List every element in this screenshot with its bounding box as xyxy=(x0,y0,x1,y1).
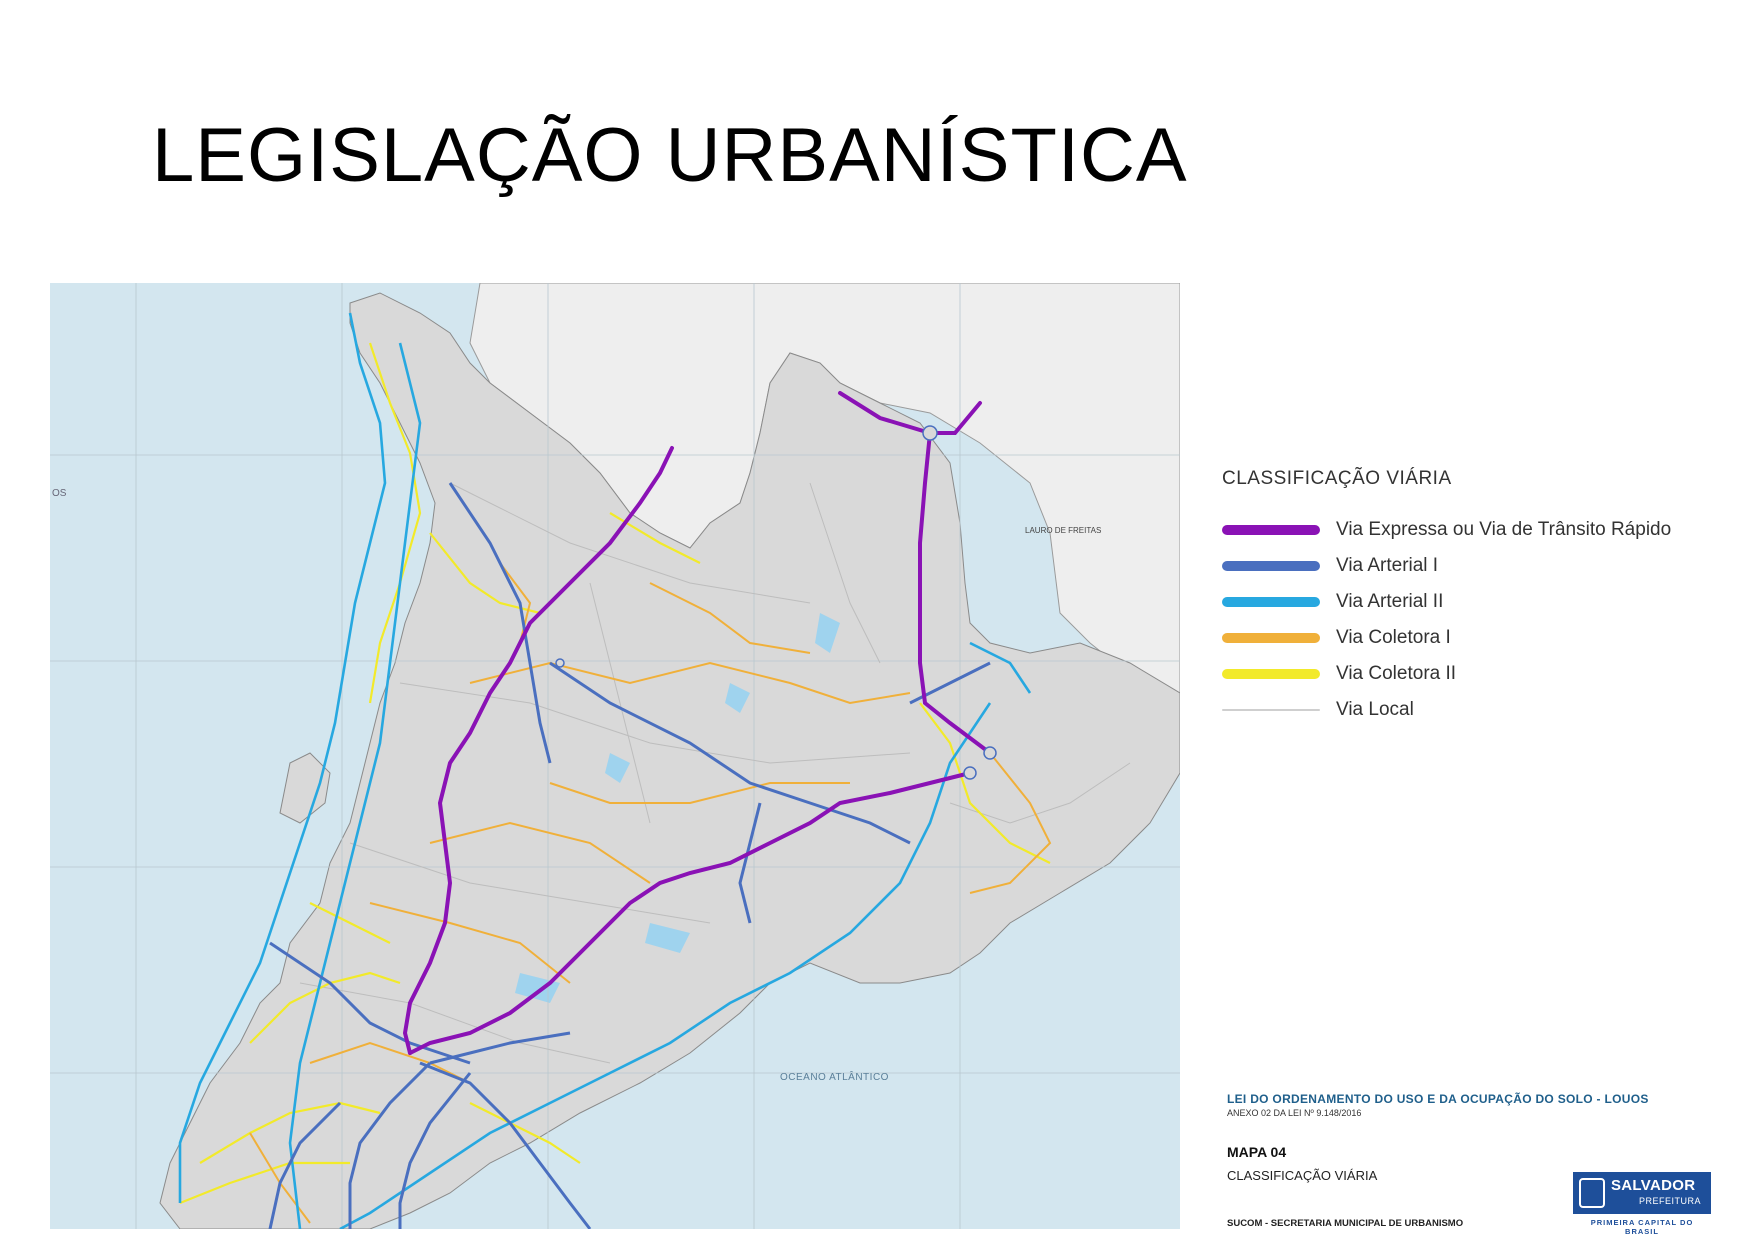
lake xyxy=(815,613,840,653)
coletora-i-roads xyxy=(249,562,1052,1224)
legend-label: Via Coletora II xyxy=(1336,663,1457,684)
legend-swatch-expressa xyxy=(1222,525,1320,535)
legend-label: Via Coletora I xyxy=(1336,627,1451,648)
law-title: LEI DO ORDENAMENTO DO USO E DA OCUPAÇÃO … xyxy=(1227,1092,1649,1106)
legend-item: Via Expressa ou Via de Trânsito Rápido xyxy=(1222,512,1722,548)
legend-swatch-arterial-ii xyxy=(1222,597,1320,607)
legend-item: Via Arterial I xyxy=(1222,548,1722,584)
logo-name: SALVADOR xyxy=(1611,1177,1696,1194)
legend-label: Via Arterial I xyxy=(1336,555,1439,576)
arterial-ii-roads xyxy=(178,312,1032,1229)
interchanges xyxy=(555,425,997,780)
legend-item: Via Coletora I xyxy=(1222,620,1722,656)
annex-reference: ANEXO 02 DA LEI Nº 9.148/2016 xyxy=(1227,1108,1362,1118)
legend-item: Via Arterial II xyxy=(1222,584,1722,620)
salvador-logo: SALVADOR PREFEITURA PRIMEIRA CAPITAL DO … xyxy=(1573,1172,1711,1236)
map-number: MAPA 04 xyxy=(1227,1144,1287,1160)
legend-label: Via Expressa ou Via de Trânsito Rápido xyxy=(1336,519,1672,540)
logo-box: SALVADOR PREFEITURA xyxy=(1573,1172,1711,1214)
map-info-block: LEI DO ORDENAMENTO DO USO E DA OCUPAÇÃO … xyxy=(1227,1092,1697,1183)
lake xyxy=(515,973,560,1003)
legend-item: Via Coletora II xyxy=(1222,656,1722,692)
lake xyxy=(645,923,690,953)
map-grid xyxy=(50,283,1180,1229)
peninsula xyxy=(279,752,331,824)
department-name: SUCOM - SECRETARIA MUNICIPAL DE URBANISM… xyxy=(1227,1218,1464,1229)
logo-tagline: PRIMEIRA CAPITAL DO BRASIL xyxy=(1590,1218,1694,1236)
legend-swatch-local xyxy=(1222,709,1320,711)
legend-label: Via Local xyxy=(1336,699,1414,720)
crest-icon xyxy=(1579,1178,1605,1208)
lake xyxy=(725,683,750,713)
logo-sub: PREFEITURA xyxy=(1639,1196,1702,1206)
map-label-edge-west: OS xyxy=(52,488,67,499)
road-classification-map: OS LAURO DE FREITAS OCEANO ATLÂNTICO xyxy=(50,283,1180,1229)
legend-label: Via Arterial II xyxy=(1336,591,1444,612)
page-title: LEGISLAÇÃO URBANÍSTICA xyxy=(152,113,1188,198)
expressa-roads xyxy=(402,391,992,1055)
legend-item: Via Local xyxy=(1222,692,1722,728)
lake xyxy=(605,753,630,783)
legend-title: CLASSIFICAÇÃO VIÁRIA xyxy=(1222,468,1452,489)
map-legend: CLASSIFICAÇÃO VIÁRIA Via Expressa ou Via… xyxy=(1222,468,1722,728)
map-subtitle: CLASSIFICAÇÃO VIÁRIA xyxy=(1227,1168,1378,1183)
legend-swatch-arterial-i xyxy=(1222,561,1320,571)
legend-swatch-coletora-ii xyxy=(1222,669,1320,679)
arterial-i-roads xyxy=(268,482,991,1229)
legend-swatch-coletora-i xyxy=(1222,633,1320,643)
map-label-ocean: OCEANO ATLÂNTICO xyxy=(780,1070,889,1083)
map-label-lauro: LAURO DE FREITAS xyxy=(1025,526,1101,535)
